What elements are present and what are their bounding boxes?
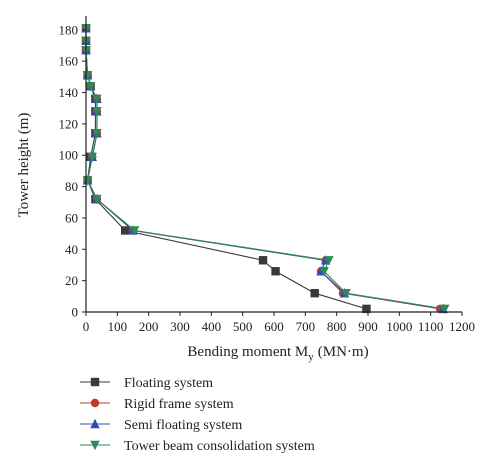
x-tick-label: 500 <box>233 319 253 334</box>
y-axis-title: Tower height (m) <box>16 113 32 218</box>
series-4 <box>81 24 450 315</box>
legend-marker <box>90 377 100 387</box>
data-point <box>271 267 280 276</box>
data-point <box>92 94 102 105</box>
data-point <box>92 129 102 139</box>
x-tick-label: 900 <box>358 319 378 334</box>
x-tick-label: 400 <box>202 319 222 334</box>
data-point <box>87 152 97 163</box>
series-line <box>85 28 367 310</box>
legend-item: Rigid frame system <box>80 397 234 412</box>
series-line <box>85 28 441 310</box>
series-line <box>85 28 445 310</box>
y-tick-label: 80 <box>65 179 78 194</box>
x-tick-label: 0 <box>83 319 90 334</box>
series-line <box>85 28 444 310</box>
data-point <box>440 304 450 315</box>
data-point <box>341 288 351 299</box>
plot-area <box>81 23 450 315</box>
x-tick-label: 1200 <box>449 319 475 334</box>
data-point <box>258 256 268 265</box>
y-tick-label: 60 <box>65 210 78 225</box>
legend-marker <box>90 418 100 429</box>
data-point <box>92 107 102 117</box>
x-axis-title-subscript: y <box>308 351 314 363</box>
x-tick-label: 600 <box>264 319 284 334</box>
legend-marker <box>90 440 100 451</box>
y-tick-label: 180 <box>59 22 79 37</box>
legend: Floating system Rigid frame system Semi fl… <box>80 376 315 454</box>
x-tick-label: 800 <box>327 319 347 334</box>
y-tick-label: 0 <box>72 305 79 320</box>
x-tick-label: 300 <box>170 319 190 334</box>
data-point <box>92 194 102 205</box>
data-point <box>82 71 93 81</box>
x-tick-label: 700 <box>296 319 316 334</box>
y-tick-label: 160 <box>59 54 79 69</box>
x-tick-label: 100 <box>108 319 128 334</box>
x-axis-title: Bending moment My (MN·m) <box>187 344 368 363</box>
axes: 0 100 200 300 400 500 600 700 800 900 1000 1100 1200… <box>59 16 475 334</box>
series-2 <box>81 24 445 314</box>
y-tick-label: 140 <box>59 85 79 100</box>
y-tick-label: 120 <box>59 116 79 131</box>
legend-label: Rigid frame system <box>124 397 234 412</box>
series-3 <box>81 23 448 314</box>
data-point <box>362 304 371 314</box>
legend-item: Floating system <box>80 376 213 391</box>
data-point <box>86 82 96 92</box>
y-tick-label: 100 <box>59 148 79 163</box>
y-tick-label: 20 <box>65 273 78 288</box>
legend-label: Semi floating system <box>124 418 242 433</box>
x-tick-label: 1000 <box>386 319 412 334</box>
y-tick-label: 40 <box>65 242 78 257</box>
data-point <box>319 267 329 277</box>
data-point <box>310 288 319 298</box>
legend-label: Tower beam consolidation system <box>124 439 315 454</box>
data-point <box>324 256 334 266</box>
data-point <box>120 226 130 235</box>
legend-label: Floating system <box>124 376 213 391</box>
x-tick-label: 1100 <box>418 319 444 334</box>
x-tick-label: 200 <box>139 319 159 334</box>
legend-item: Tower beam consolidation system <box>80 439 315 454</box>
data-point <box>82 176 93 186</box>
data-point <box>129 226 140 236</box>
legend-marker <box>90 398 100 408</box>
legend-item: Semi floating system <box>80 418 242 433</box>
